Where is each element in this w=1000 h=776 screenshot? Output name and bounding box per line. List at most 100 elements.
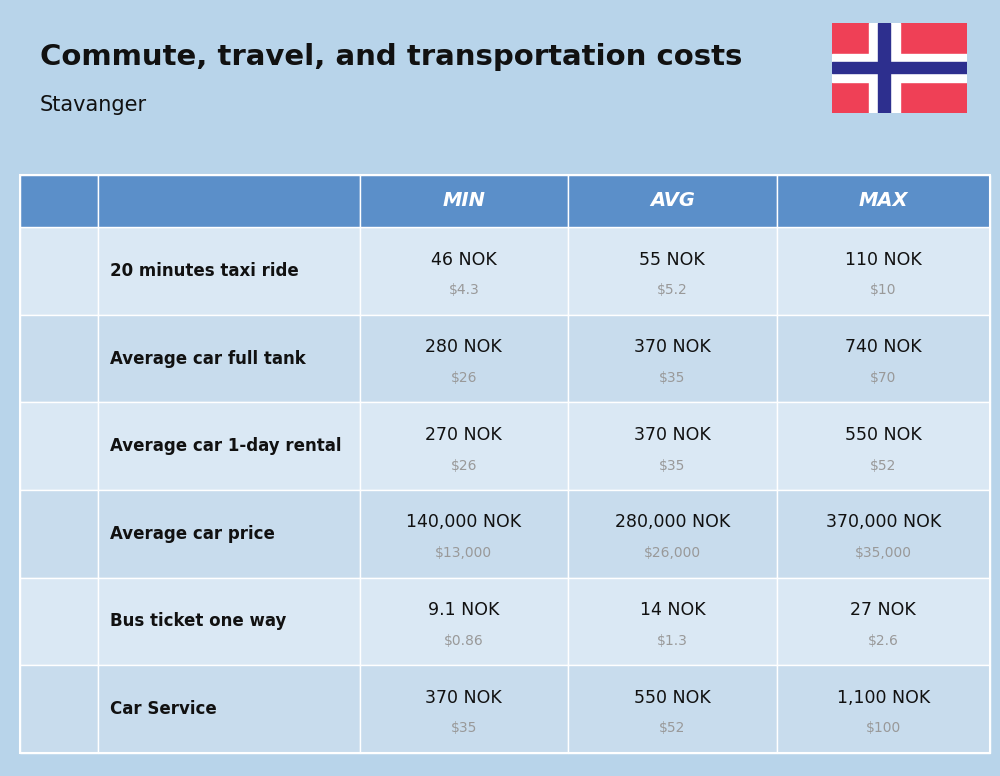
Text: TAXI: TAXI [52, 249, 66, 254]
Bar [869, 23, 900, 113]
Circle shape [35, 644, 41, 650]
Text: $0.86: $0.86 [444, 634, 484, 648]
Circle shape [28, 680, 41, 694]
Circle shape [34, 724, 41, 732]
Circle shape [77, 680, 90, 694]
Text: $26: $26 [451, 371, 477, 385]
Circle shape [54, 282, 57, 286]
FancyBboxPatch shape [23, 430, 95, 466]
Bar [61, 609, 71, 617]
Bar [36, 384, 69, 389]
Text: 370 NOK: 370 NOK [634, 426, 711, 444]
Bar [832, 62, 967, 74]
Text: 46 NOK: 46 NOK [431, 251, 497, 268]
Text: AVG: AVG [650, 192, 695, 210]
Text: $10: $10 [870, 283, 897, 297]
Text: MIN: MIN [442, 192, 485, 210]
Circle shape [73, 456, 87, 472]
Bar [71, 426, 74, 429]
FancyBboxPatch shape [23, 518, 95, 553]
Text: $26: $26 [451, 459, 477, 473]
Text: 550 NOK: 550 NOK [845, 426, 922, 444]
Circle shape [31, 543, 45, 559]
Text: $35: $35 [659, 371, 686, 385]
Circle shape [76, 284, 84, 293]
Text: $5.2: $5.2 [657, 283, 688, 297]
FancyBboxPatch shape [23, 256, 94, 289]
Text: 550 NOK: 550 NOK [634, 688, 711, 707]
Text: 27 NOK: 27 NOK [850, 601, 916, 619]
FancyBboxPatch shape [61, 245, 76, 259]
Text: Stavanger: Stavanger [40, 95, 147, 115]
FancyBboxPatch shape [23, 697, 94, 731]
Text: 370 NOK: 370 NOK [634, 338, 711, 356]
FancyBboxPatch shape [43, 340, 62, 352]
FancyBboxPatch shape [61, 511, 78, 526]
Text: 55 NOK: 55 NOK [639, 251, 705, 268]
FancyBboxPatch shape [41, 424, 57, 438]
Circle shape [47, 282, 50, 286]
FancyBboxPatch shape [61, 424, 76, 438]
Circle shape [77, 644, 83, 650]
Circle shape [31, 281, 45, 296]
Circle shape [34, 459, 42, 468]
Circle shape [76, 547, 84, 556]
Bar [87, 270, 91, 275]
FancyBboxPatch shape [37, 332, 68, 391]
Text: $35: $35 [451, 721, 477, 735]
Text: $2.6: $2.6 [868, 634, 899, 648]
Circle shape [73, 721, 86, 735]
Circle shape [28, 534, 36, 543]
Circle shape [31, 683, 38, 691]
Bar [41, 508, 76, 511]
FancyBboxPatch shape [41, 245, 57, 259]
Text: Bus ticket one way: Bus ticket one way [110, 612, 286, 630]
Bar [34, 684, 83, 690]
Text: MAX: MAX [859, 192, 908, 210]
Bar [33, 609, 43, 617]
Circle shape [32, 641, 43, 653]
Circle shape [76, 636, 84, 645]
Circle shape [74, 641, 85, 653]
Bar [832, 54, 967, 81]
Bar [27, 636, 90, 645]
Text: $1.3: $1.3 [657, 634, 688, 648]
Text: 1,100 NOK: 1,100 NOK [837, 688, 930, 707]
Polygon shape [40, 682, 50, 691]
FancyBboxPatch shape [35, 505, 83, 529]
FancyBboxPatch shape [36, 239, 81, 264]
Circle shape [68, 282, 71, 286]
Text: 370 NOK: 370 NOK [425, 688, 502, 707]
Text: 20 minutes taxi ride: 20 minutes taxi ride [110, 262, 298, 280]
Circle shape [73, 281, 87, 296]
Circle shape [34, 547, 42, 556]
Circle shape [80, 683, 87, 691]
Circle shape [41, 414, 55, 431]
Text: $26,000: $26,000 [644, 546, 701, 560]
FancyBboxPatch shape [41, 691, 57, 705]
FancyBboxPatch shape [40, 511, 57, 526]
Bar [47, 609, 57, 617]
Text: Average car full tank: Average car full tank [110, 350, 305, 368]
Text: 9.1 NOK: 9.1 NOK [428, 601, 499, 619]
Text: $52: $52 [870, 459, 896, 473]
Bar [55, 421, 73, 425]
FancyBboxPatch shape [24, 601, 93, 649]
Text: $52: $52 [659, 721, 686, 735]
Text: Average car 1-day rental: Average car 1-day rental [110, 437, 341, 456]
Text: $4.3: $4.3 [448, 283, 479, 297]
Polygon shape [68, 682, 78, 691]
Bar [67, 425, 71, 429]
FancyBboxPatch shape [36, 419, 81, 442]
Text: $13,000: $13,000 [435, 546, 492, 560]
Text: 280,000 NOK: 280,000 NOK [615, 514, 730, 532]
Bar [27, 631, 90, 636]
Text: 280 NOK: 280 NOK [425, 338, 502, 356]
Text: Average car price: Average car price [110, 525, 274, 543]
Text: $35: $35 [659, 459, 686, 473]
Circle shape [34, 636, 42, 645]
Text: 140,000 NOK: 140,000 NOK [406, 514, 521, 532]
FancyBboxPatch shape [61, 691, 76, 705]
Circle shape [81, 534, 89, 543]
Text: Car Service: Car Service [110, 700, 216, 718]
